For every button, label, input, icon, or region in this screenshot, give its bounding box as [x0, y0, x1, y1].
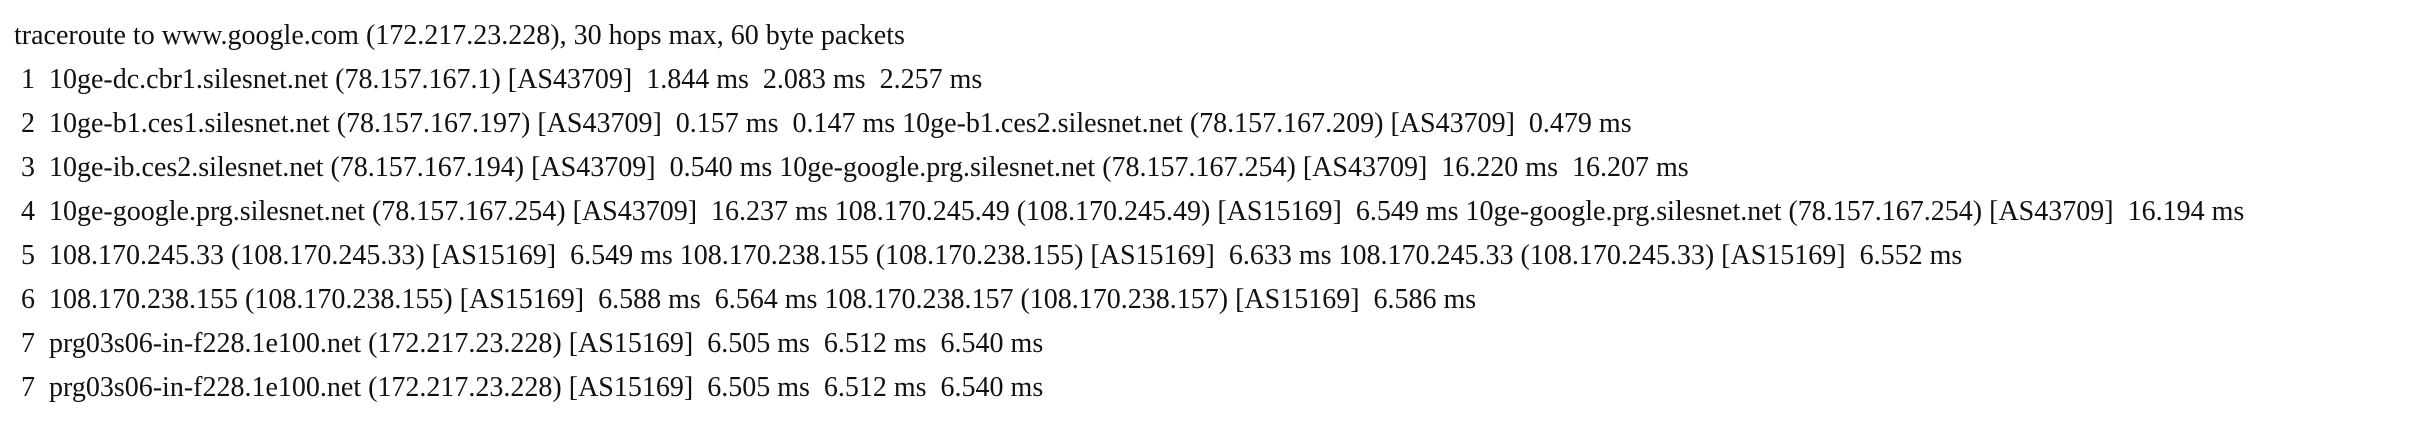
hop-line-4: 4 10ge-google.prg.silesnet.net (78.157.1…	[14, 196, 2245, 227]
hop-line-6: 6 108.170.238.155 (108.170.238.155) [AS1…	[14, 284, 1477, 315]
hop-line-2: 2 10ge-b1.ces1.silesnet.net (78.157.167.…	[14, 108, 1632, 139]
hop-line-1: 1 10ge-dc.cbr1.silesnet.net (78.157.167.…	[14, 64, 983, 95]
hop-line-7-repeat: 7 prg03s06-in-f228.1e100.net (172.217.23…	[14, 372, 1044, 403]
hop-line-7: 7 prg03s06-in-f228.1e100.net (172.217.23…	[14, 328, 1044, 359]
traceroute-header: traceroute to www.google.com (172.217.23…	[14, 20, 905, 51]
hop-line-5: 5 108.170.245.33 (108.170.245.33) [AS151…	[14, 240, 1963, 271]
hop-line-3: 3 10ge-ib.ces2.silesnet.net (78.157.167.…	[14, 152, 1689, 183]
